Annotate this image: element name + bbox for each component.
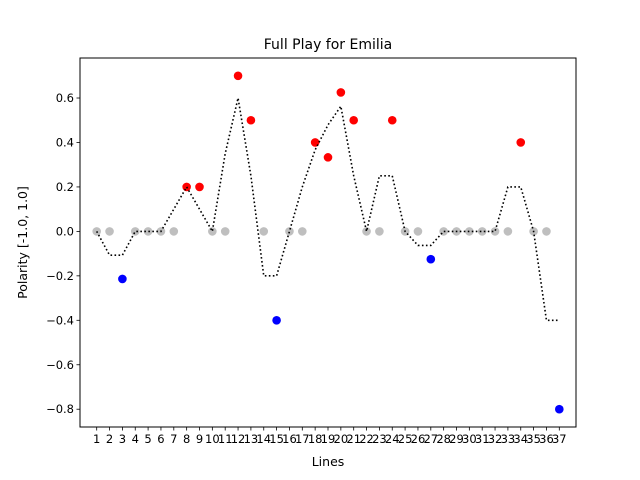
data-point [285, 227, 294, 236]
x-axis: 1 2 3 4 5 6 7 8 9 1011121314151617181920212223242… [93, 427, 567, 446]
data-point [233, 71, 243, 81]
data-point [542, 227, 551, 236]
data-point [259, 227, 269, 236]
x-tick-label: 26 [411, 432, 426, 446]
data-point [426, 254, 436, 264]
y-tick-label: −0.8 [46, 402, 74, 416]
x-tick-label: 1 [93, 432, 100, 446]
x-tick-label: 23 [372, 432, 387, 446]
y-tick-label: −0.4 [46, 313, 74, 327]
y-tick-label: 0.6 [56, 91, 74, 105]
x-tick-label: 30 [462, 432, 477, 446]
x-tick-label: 36 [539, 432, 554, 446]
x-tick-label: 4 [132, 432, 139, 446]
x-tick-label: 34 [513, 432, 528, 446]
x-tick-label: 10 [205, 432, 220, 446]
data-point [143, 227, 153, 236]
data-point [246, 115, 256, 125]
data-point [182, 182, 191, 192]
x-tick-label: 2 [106, 432, 113, 446]
plot-area [80, 58, 576, 427]
x-tick-label: 29 [449, 432, 464, 446]
data-point [349, 115, 359, 125]
y-axis-label: Polarity [-1.0, 1.0] [15, 186, 30, 299]
data-point [105, 227, 114, 236]
x-tick-label: 28 [436, 432, 451, 446]
data-point [118, 274, 127, 284]
x-tick-label: 33 [501, 432, 516, 446]
x-tick-label: 12 [231, 432, 246, 446]
x-tick-label: 15 [269, 432, 284, 446]
x-tick-label: 7 [170, 432, 177, 446]
data-point [503, 227, 513, 236]
x-tick-label: 35 [526, 432, 541, 446]
data-point [130, 227, 140, 236]
x-tick-label: 24 [385, 432, 400, 446]
x-tick-label: 32 [488, 432, 503, 446]
x-tick-label: 21 [346, 432, 361, 446]
data-point [169, 227, 179, 236]
x-tick-label: 5 [144, 432, 151, 446]
data-point [555, 404, 564, 414]
x-tick-label: 20 [334, 432, 349, 446]
data-point [375, 227, 384, 236]
y-tick-label: −0.6 [46, 358, 74, 372]
x-tick-label: 31 [475, 432, 490, 446]
data-point [477, 227, 487, 236]
x-tick-label: 3 [119, 432, 126, 446]
y-tick-label: 0.0 [56, 224, 74, 238]
x-tick-label: 19 [321, 432, 336, 446]
data-point [208, 227, 217, 236]
y-tick-label: 0.4 [56, 135, 74, 149]
data-point [516, 138, 526, 147]
x-tick-label: 18 [308, 432, 323, 446]
plot-content [92, 71, 564, 414]
x-tick-label: 11 [218, 432, 233, 446]
x-tick-label: 17 [295, 432, 310, 446]
x-tick-label: 14 [256, 432, 271, 446]
data-point [387, 115, 397, 125]
x-axis-label: Lines [312, 454, 345, 469]
data-point [298, 227, 307, 236]
data-point [195, 182, 204, 192]
data-point [323, 153, 333, 162]
data-point [220, 227, 230, 236]
data-point [439, 227, 448, 236]
chart-title: Full Play for Emilia [264, 37, 392, 53]
data-point [362, 227, 371, 236]
x-tick-label: 37 [552, 432, 567, 446]
y-tick-label: −0.2 [46, 269, 74, 283]
x-tick-label: 6 [157, 432, 164, 446]
x-tick-label: 8 [183, 432, 190, 446]
data-point [490, 227, 500, 236]
data-point [336, 88, 346, 97]
data-point [272, 316, 281, 325]
x-tick-label: 9 [196, 432, 203, 446]
y-tick-label: 0.2 [56, 180, 74, 194]
y-axis: −0.8 −0.6 −0.4 −0.2 0.0 0.2 0.4 0.6 [46, 91, 80, 416]
data-point [413, 227, 423, 236]
x-tick-label: 25 [398, 432, 413, 446]
x-tick-label: 22 [359, 432, 374, 446]
x-tick-label: 27 [423, 432, 438, 446]
x-tick-label: 16 [282, 432, 297, 446]
x-tick-label: 13 [244, 432, 259, 446]
